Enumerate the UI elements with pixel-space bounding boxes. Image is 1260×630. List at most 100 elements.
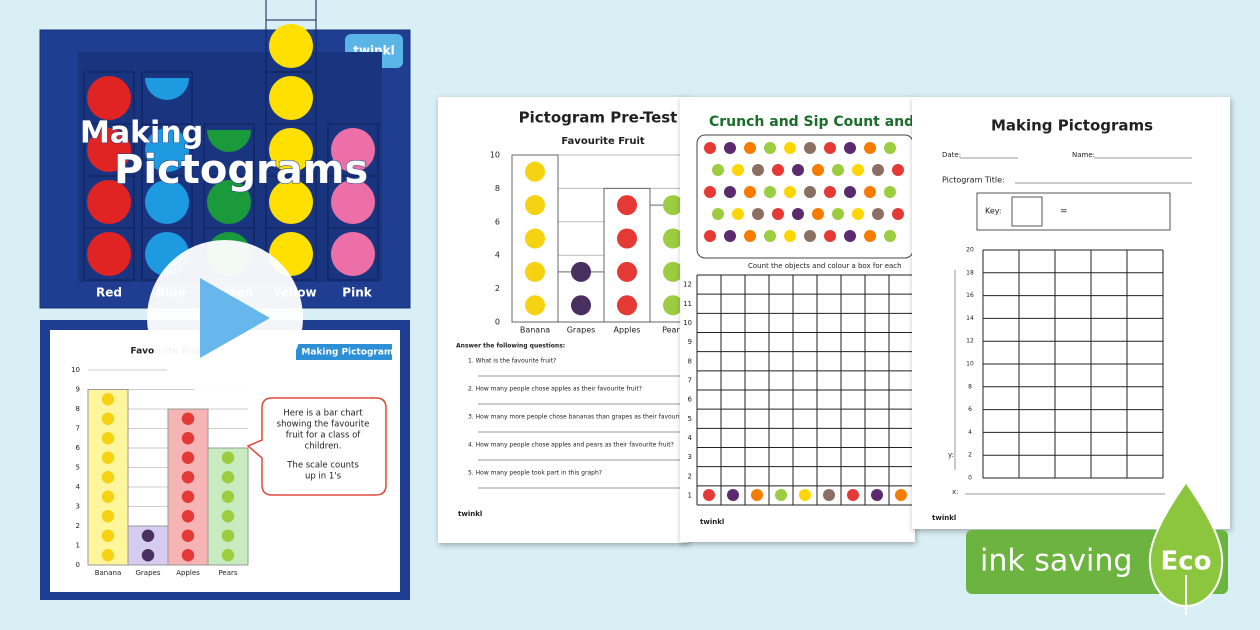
fruit-icon: [221, 529, 235, 542]
x-tick-label: Apples: [614, 326, 641, 335]
y-tick-label: 2: [968, 452, 972, 459]
fruit-icon: [662, 261, 684, 282]
fruit-icon: [727, 489, 739, 501]
fruit-icon: [732, 208, 744, 220]
fruit-icon: [101, 510, 115, 523]
fruit-icon: [847, 489, 859, 501]
question: 1. What is the favourite fruit?: [468, 358, 556, 365]
y-tick-label: 5: [688, 415, 692, 423]
bubble-text: fruit for a class of: [286, 431, 362, 441]
fruit-icon: [221, 471, 235, 484]
bubble-text: Here is a bar chart: [283, 409, 363, 419]
y-label: y:: [948, 451, 954, 459]
y-tick-label: 10: [683, 319, 692, 327]
counter: [331, 232, 375, 276]
name-label: Name:: [1072, 151, 1095, 159]
sheet: [912, 97, 1230, 529]
y-tick-label: 8: [688, 357, 692, 365]
y-tick-label: 1: [76, 542, 80, 550]
bar: [207, 447, 249, 566]
fruit-icon: [101, 490, 115, 503]
banner: [296, 344, 392, 360]
counter: [331, 128, 375, 172]
y-tick-label: 6: [968, 406, 972, 413]
sheet-title: Making Pictograms: [991, 117, 1153, 135]
fruit-icon: [852, 164, 864, 176]
fruit-icon: [570, 295, 592, 316]
sheet-title: Crunch and Sip Count and: [709, 114, 914, 130]
y-tick-label: 14: [966, 315, 974, 322]
y-tick-label: 4: [968, 429, 972, 436]
fruit-icon: [141, 549, 155, 562]
fruit-icon: [871, 489, 883, 501]
fruit-icon: [181, 451, 195, 464]
fruit-icon: [181, 549, 195, 562]
fruit-icon: [724, 230, 736, 242]
cell: [203, 123, 255, 177]
title-line-2: Pictograms: [114, 147, 368, 193]
y-tick-label: 8: [495, 184, 500, 193]
fruit-icon: [744, 142, 756, 154]
counter: [269, 24, 313, 68]
title-label: Pictogram Title:: [942, 176, 1005, 185]
fruit-icon: [772, 164, 784, 176]
fruit-icon: [752, 208, 764, 220]
fruit-icon: [101, 451, 115, 464]
fruit-icon: [524, 161, 546, 182]
banner-text: Making Pictograms: [301, 348, 398, 358]
sheet-title: Pictogram Pre-Test: [519, 109, 678, 127]
question: 2. How many people chose apples as their…: [468, 386, 642, 393]
speech-bubble: [246, 397, 387, 496]
y-tick-label: 4: [688, 434, 693, 442]
bubble-text: up in 1's: [305, 472, 342, 482]
fruit-icon: [752, 164, 764, 176]
play-icon[interactable]: [200, 278, 270, 358]
counter: [207, 180, 251, 224]
fruit-icon: [844, 186, 856, 198]
play-button[interactable]: [147, 240, 303, 396]
fruit-icon: [101, 471, 115, 484]
fruit-icon: [872, 208, 884, 220]
y-tick-label: 9: [76, 386, 80, 394]
x-label: x:: [952, 488, 959, 496]
y-tick-label: 16: [966, 292, 974, 299]
y-tick-label: 18: [966, 269, 974, 276]
worksheet-1: Pictogram Pre-Test Favourite Fruit 0 2 4 6 8 10…: [438, 97, 703, 543]
fruit-icon: [852, 208, 864, 220]
y-tick-label: 10: [71, 366, 80, 374]
fruit-icon: [221, 510, 235, 523]
fruit-icon: [712, 208, 724, 220]
y-tick-label: 7: [76, 425, 80, 433]
fruit-icon: [141, 529, 155, 542]
fruit-icon: [221, 451, 235, 464]
fruit-icon: [703, 489, 715, 501]
date-label: Date:: [942, 151, 961, 159]
y-tick-label: 5: [76, 464, 80, 472]
y-tick-label: 1: [688, 491, 692, 499]
counter: [87, 128, 131, 172]
counter: [269, 128, 313, 172]
questions-heading: Answer the following questions:: [456, 343, 565, 350]
fruit-icon: [844, 142, 856, 154]
y-tick-label: 9: [688, 338, 692, 346]
x-tick-label: Banana: [520, 326, 550, 335]
bubble-text: children.: [305, 442, 342, 452]
y-tick-label: 2: [688, 472, 692, 480]
fruit-icon: [616, 295, 638, 316]
fruit-icon: [864, 230, 876, 242]
counter: [87, 76, 131, 120]
eco-badge: ink saving Eco: [966, 480, 1228, 615]
counter: [145, 180, 189, 224]
fruit-icon: [824, 230, 836, 242]
fruit-icon: [662, 295, 684, 316]
fruit-icon: [181, 432, 195, 445]
fruit-icon: [181, 529, 195, 542]
fruit-icon: [772, 208, 784, 220]
fruit-icon: [181, 412, 195, 425]
fruit-icon: [792, 164, 804, 176]
fruit-icon: [181, 471, 195, 484]
fruit-icon: [101, 549, 115, 562]
y-tick-label: 20: [966, 247, 974, 254]
worksheet-3: Making Pictograms Date: Name: Pictogram Tit…: [912, 97, 1230, 529]
y-tick-label: 4: [495, 251, 500, 260]
